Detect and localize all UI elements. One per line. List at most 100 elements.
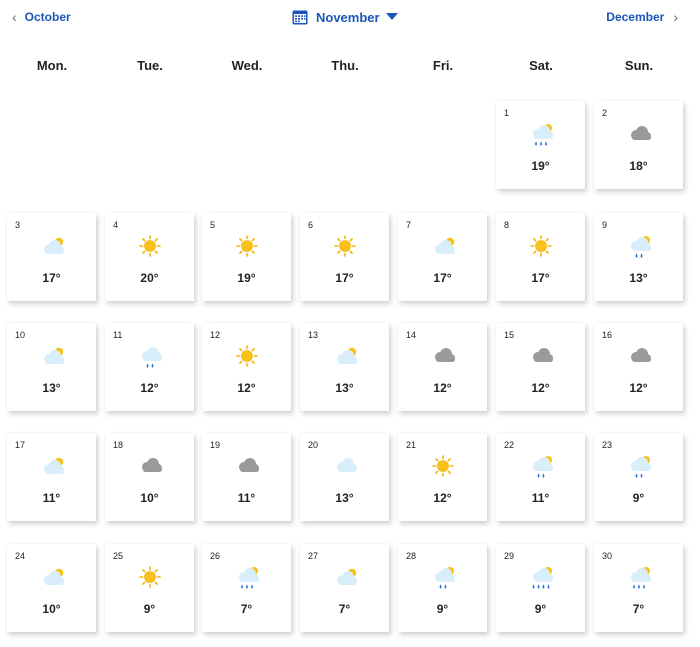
day-number: 27 — [308, 551, 319, 561]
temperature: 9° — [534, 602, 547, 616]
partly-cloudy-icon — [430, 233, 456, 259]
partly-cloudy-icon — [332, 343, 358, 369]
day-cell-16[interactable]: 16 12° — [594, 323, 683, 411]
day-cell-20[interactable]: 20 13° — [300, 433, 389, 521]
day-cell-29[interactable]: 29 9° — [496, 544, 585, 632]
day-cell-17[interactable]: 17 11° — [7, 433, 96, 521]
temperature: 9° — [632, 491, 645, 505]
sunny-icon — [137, 233, 163, 259]
day-cell-12[interactable]: 12 12° — [202, 323, 291, 411]
day-number: 29 — [504, 551, 515, 561]
day-number: 23 — [602, 440, 613, 450]
day-number: 24 — [15, 551, 26, 561]
day-cell-5[interactable]: 5 19° — [202, 213, 291, 301]
sunny-icon — [234, 343, 260, 369]
weekday-label: Sun. — [624, 58, 654, 73]
cloudy-icon — [234, 453, 260, 479]
temperature: 12° — [531, 381, 550, 395]
day-cell-22[interactable]: 22 11° — [496, 433, 585, 521]
day-number: 8 — [504, 220, 510, 230]
rain-sun-icon — [528, 121, 554, 147]
day-cell-27[interactable]: 27 7° — [300, 544, 389, 632]
rain-icon — [137, 343, 163, 369]
temperature: 13° — [335, 491, 354, 505]
day-number: 6 — [308, 220, 314, 230]
day-cell-7[interactable]: 7 17° — [398, 213, 487, 301]
day-cell-3[interactable]: 3 17° — [7, 213, 96, 301]
rain-sun-icon — [626, 564, 652, 590]
month-picker[interactable]: November — [292, 9, 398, 25]
day-number: 18 — [113, 440, 124, 450]
day-number: 3 — [15, 220, 21, 230]
rain-sun-icon — [626, 453, 652, 479]
temperature: 20° — [140, 271, 159, 285]
day-cell-1[interactable]: 1 19° — [496, 101, 585, 189]
day-number: 12 — [210, 330, 221, 340]
day-cell-9[interactable]: 9 13° — [594, 213, 683, 301]
next-month-button[interactable]: December › — [606, 9, 678, 25]
day-cell-10[interactable]: 10 13° — [7, 323, 96, 411]
rain-sun-icon — [528, 564, 554, 590]
chevron-right-icon: › — [673, 9, 678, 25]
day-cell-30[interactable]: 30 7° — [594, 544, 683, 632]
day-cell-14[interactable]: 14 12° — [398, 323, 487, 411]
temperature: 18° — [629, 159, 648, 173]
day-number: 7 — [406, 220, 412, 230]
day-number: 5 — [210, 220, 216, 230]
day-cell-6[interactable]: 6 17° — [300, 213, 389, 301]
rain-sun-icon — [626, 233, 652, 259]
weekday-label: Thu. — [331, 58, 359, 73]
day-number: 21 — [406, 440, 417, 450]
rain-sun-icon — [528, 453, 554, 479]
temperature: 17° — [335, 271, 354, 285]
day-cell-28[interactable]: 28 9° — [398, 544, 487, 632]
day-number: 17 — [15, 440, 26, 450]
day-number: 10 — [15, 330, 26, 340]
temperature: 12° — [629, 381, 648, 395]
day-cell-2[interactable]: 2 18° — [594, 101, 683, 189]
day-cell-18[interactable]: 18 10° — [105, 433, 194, 521]
weekday-label: Wed. — [231, 58, 263, 73]
sunny-icon — [234, 233, 260, 259]
partly-cloudy-icon — [39, 453, 65, 479]
sunny-icon — [332, 233, 358, 259]
current-month-label: November — [316, 9, 380, 25]
temperature: 12° — [237, 381, 256, 395]
day-cell-11[interactable]: 11 12° — [105, 323, 194, 411]
partly-cloudy-icon — [39, 564, 65, 590]
temperature: 13° — [629, 271, 648, 285]
day-cell-25[interactable]: 25 9° — [105, 544, 194, 632]
previous-month-button[interactable]: ‹ October — [12, 9, 71, 25]
temperature: 7° — [240, 602, 253, 616]
day-cell-21[interactable]: 21 12° — [398, 433, 487, 521]
day-number: 13 — [308, 330, 319, 340]
day-number: 11 — [113, 330, 123, 340]
temperature: 13° — [335, 381, 354, 395]
cloudy-icon — [626, 121, 652, 147]
chevron-left-icon: ‹ — [12, 9, 17, 25]
day-cell-26[interactable]: 26 7° — [202, 544, 291, 632]
day-number: 4 — [113, 220, 119, 230]
day-cell-23[interactable]: 23 9° — [594, 433, 683, 521]
day-number: 9 — [602, 220, 608, 230]
partly-cloudy-icon — [332, 564, 358, 590]
weekday-label: Sat. — [529, 58, 553, 73]
day-cell-8[interactable]: 8 17° — [496, 213, 585, 301]
partly-cloudy-icon — [39, 343, 65, 369]
temperature: 10° — [140, 491, 159, 505]
temperature: 11° — [531, 491, 550, 505]
day-cell-24[interactable]: 24 10° — [7, 544, 96, 632]
temperature: 11° — [42, 491, 61, 505]
temperature: 17° — [433, 271, 452, 285]
cloudy-icon — [137, 453, 163, 479]
day-cell-4[interactable]: 4 20° — [105, 213, 194, 301]
day-cell-15[interactable]: 15 12° — [496, 323, 585, 411]
day-cell-19[interactable]: 19 11° — [202, 433, 291, 521]
weekday-label: Mon. — [36, 58, 68, 73]
weekday-label: Fri. — [432, 58, 454, 73]
sunny-icon — [528, 233, 554, 259]
sunny-icon — [430, 453, 456, 479]
light-cloud-icon — [332, 453, 358, 479]
day-number: 26 — [210, 551, 221, 561]
day-cell-13[interactable]: 13 13° — [300, 323, 389, 411]
